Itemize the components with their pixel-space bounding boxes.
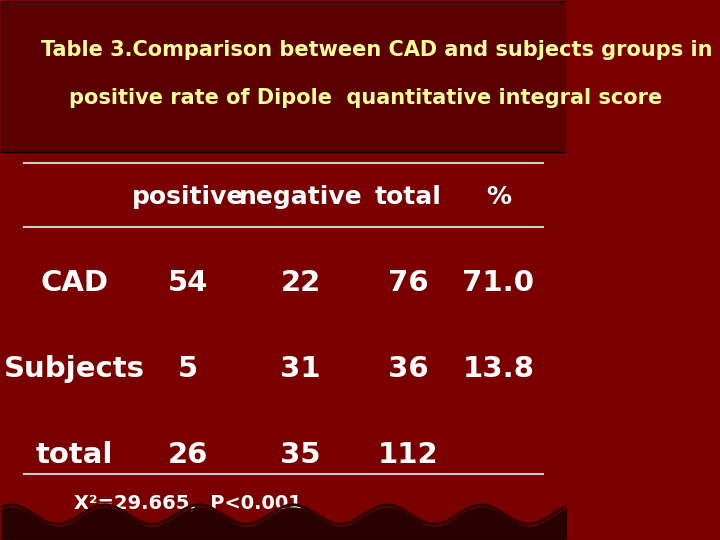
Text: total: total [374,185,441,210]
Text: Subjects: Subjects [4,355,145,383]
Text: 112: 112 [377,441,438,469]
Text: 26: 26 [168,441,208,469]
Text: X²=29.665,  P<0.001: X²=29.665, P<0.001 [73,494,302,513]
Text: 35: 35 [280,441,321,469]
Text: positive rate of Dipole  quantitative integral score: positive rate of Dipole quantitative int… [69,88,662,108]
Text: 76: 76 [387,269,428,298]
Text: total: total [36,441,114,469]
Text: negative: negative [239,185,362,210]
Text: %: % [486,185,510,210]
Text: 54: 54 [168,269,208,298]
Text: 5: 5 [178,355,198,383]
FancyBboxPatch shape [1,2,566,152]
Text: 13.8: 13.8 [462,355,534,383]
Text: positive: positive [132,185,244,210]
Text: 36: 36 [387,355,428,383]
Text: 71.0: 71.0 [462,269,534,298]
Text: CAD: CAD [41,269,109,298]
Text: 22: 22 [281,269,321,298]
Text: 31: 31 [280,355,321,383]
Text: Table 3.Comparison between CAD and subjects groups in: Table 3.Comparison between CAD and subje… [41,40,712,60]
